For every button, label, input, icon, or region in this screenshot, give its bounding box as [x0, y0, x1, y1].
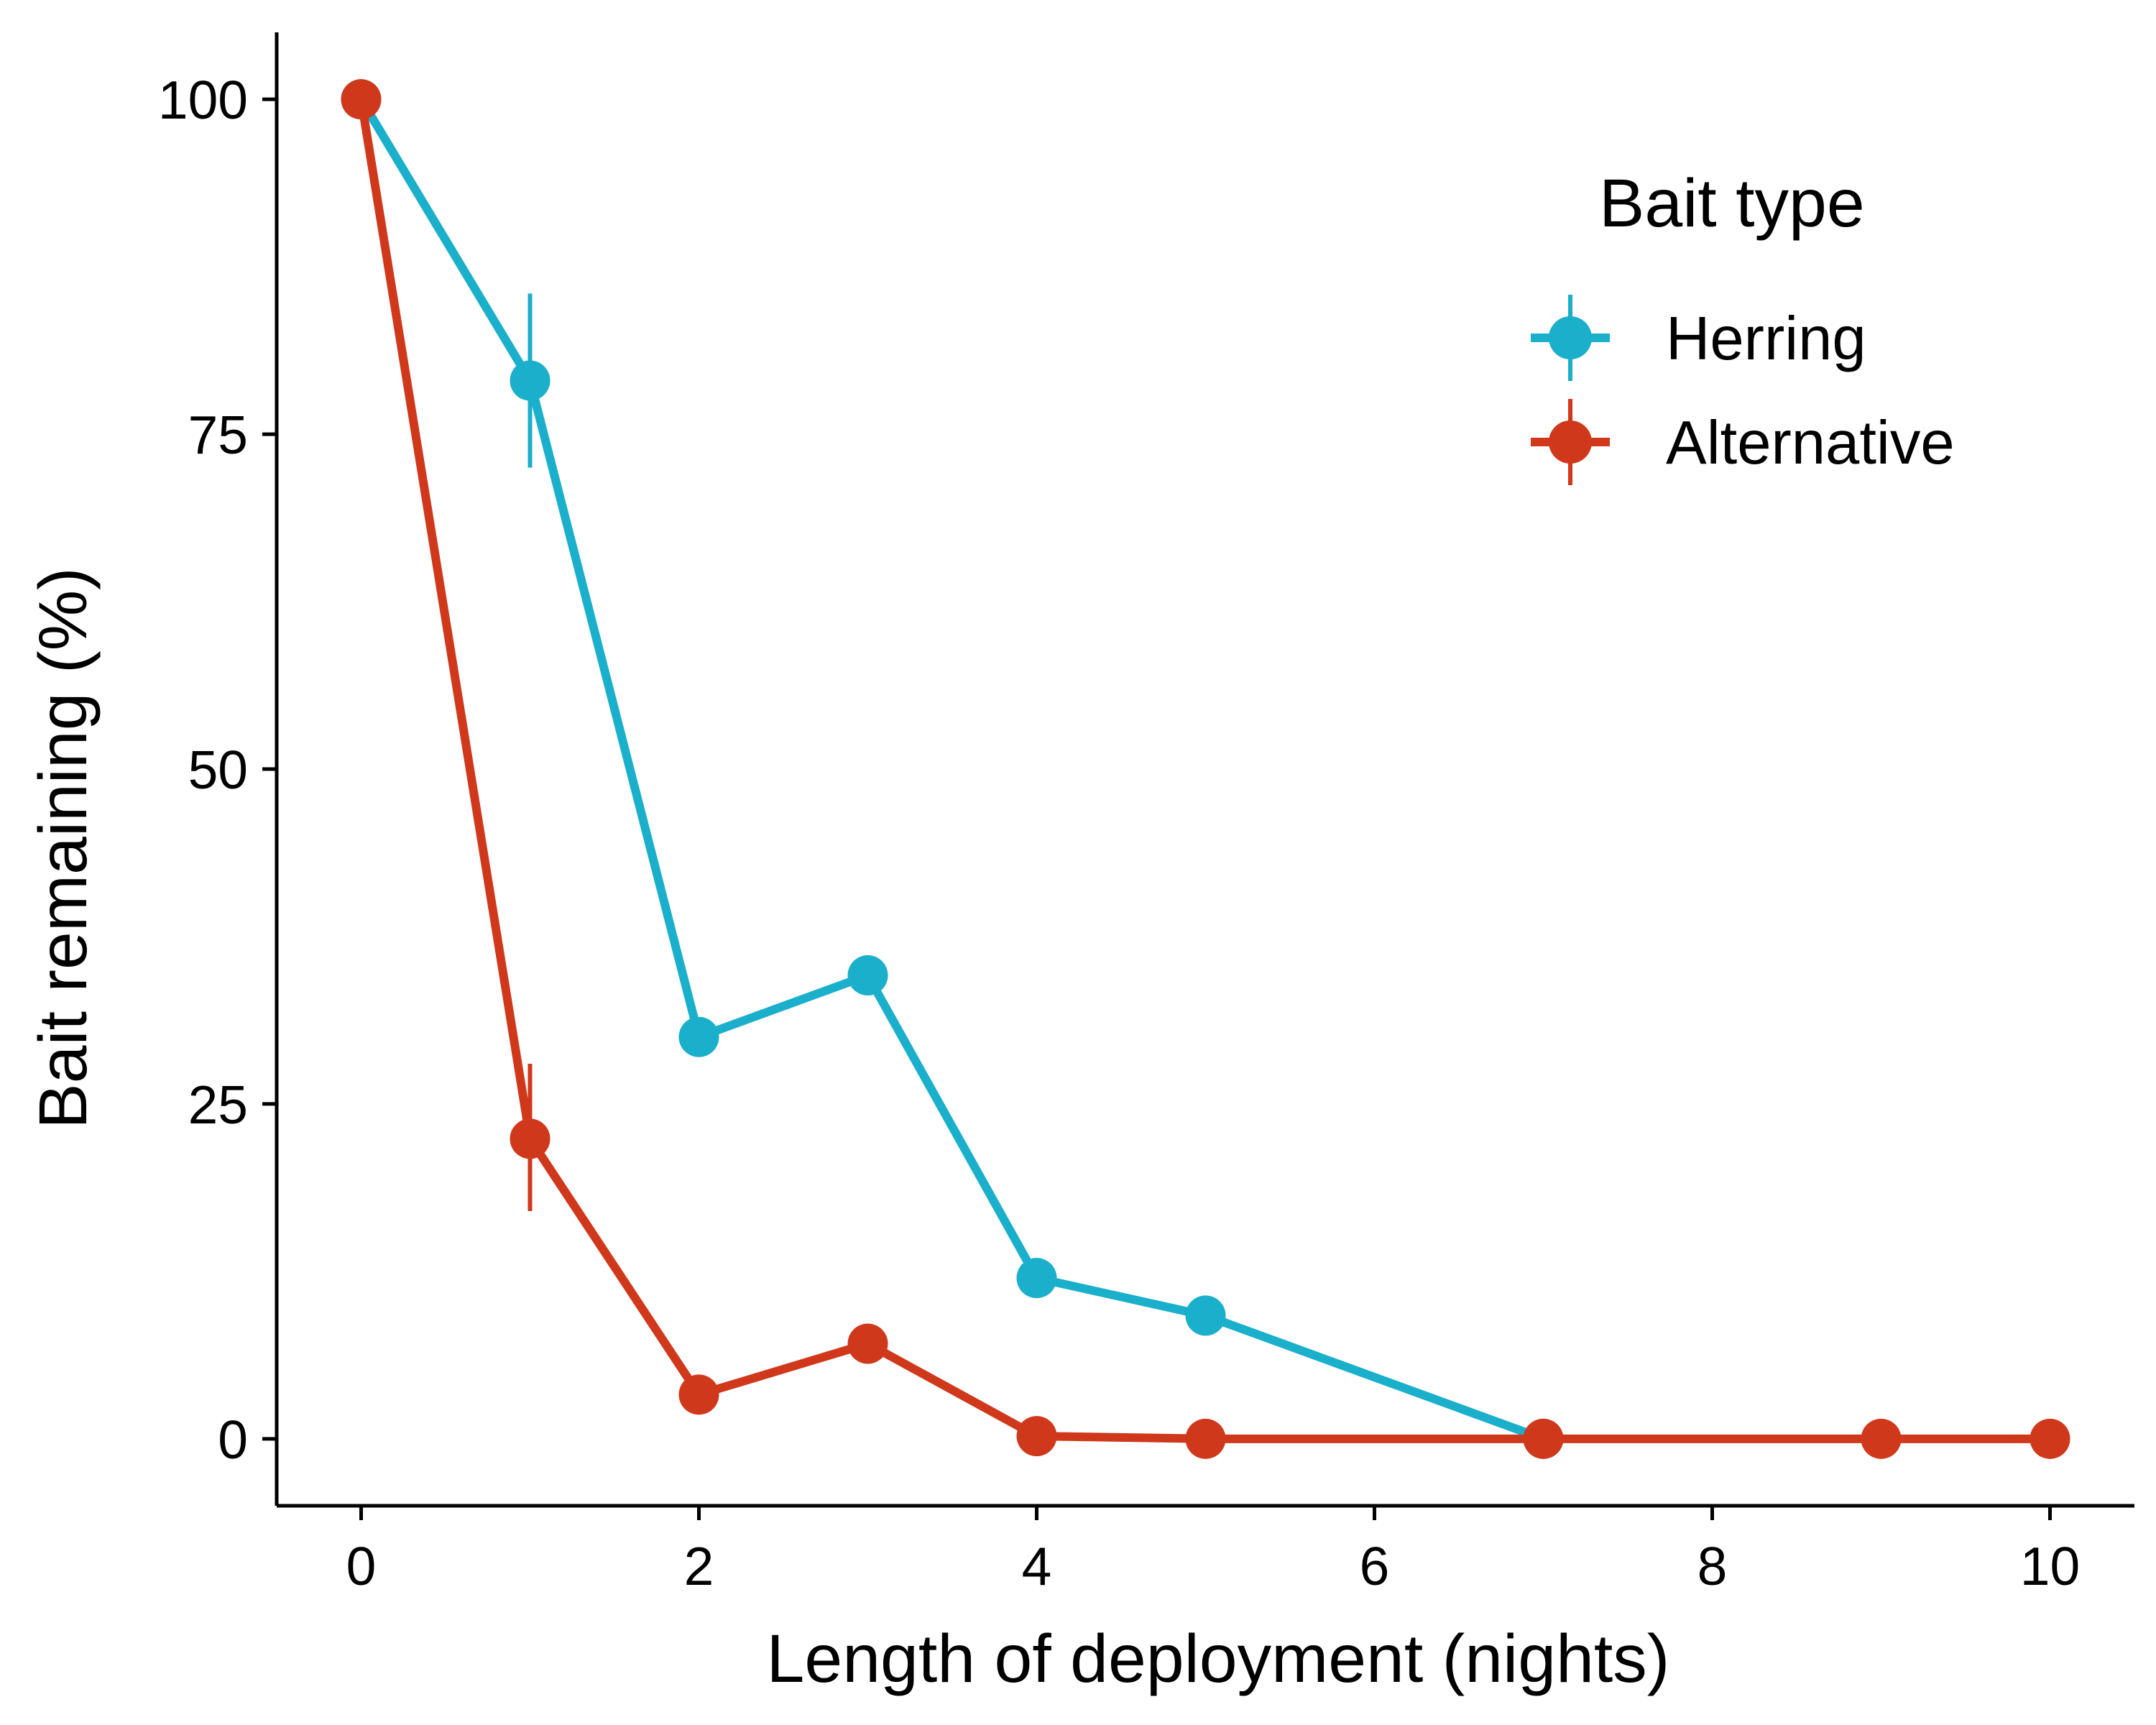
y-tick-label: 0: [218, 1409, 248, 1470]
y-tick-label: 75: [188, 405, 248, 465]
legend-label: Herring: [1666, 305, 1866, 373]
legend-title: Bait type: [1599, 165, 1865, 242]
data-point: [678, 1016, 719, 1057]
x-tick-label: 0: [346, 1536, 377, 1596]
series-herring: [341, 79, 1564, 1459]
data-point: [1016, 1258, 1057, 1299]
data-point: [1016, 1416, 1057, 1457]
legend-label: Alternative: [1666, 409, 1955, 477]
x-tick-label: 4: [1022, 1536, 1052, 1596]
series-layer: [341, 79, 2070, 1459]
y-tick-label: 100: [158, 70, 248, 130]
data-point: [341, 79, 382, 120]
y-tick-label: 50: [188, 740, 248, 800]
data-point: [1861, 1418, 1902, 1459]
legend-key-point: [1549, 420, 1592, 464]
data-point: [847, 1323, 888, 1364]
legend-key-point: [1549, 316, 1592, 359]
data-point: [1523, 1418, 1564, 1459]
data-point: [678, 1374, 719, 1415]
data-point: [847, 955, 888, 995]
y-axis-title: Bait remaining (%): [25, 567, 101, 1128]
x-tick-label: 2: [684, 1536, 714, 1596]
legend: Bait type Herring Alternative: [1531, 165, 1955, 485]
x-tick-label: 6: [1360, 1536, 1390, 1596]
x-axis-title: Length of deployment (nights): [767, 1621, 1670, 1697]
data-point: [1185, 1295, 1226, 1336]
data-point: [1185, 1418, 1226, 1459]
y-tick-label: 25: [188, 1075, 248, 1135]
data-point: [2030, 1418, 2070, 1459]
data-point: [510, 360, 550, 401]
series-line: [356, 98, 2050, 1443]
data-point: [510, 1118, 550, 1159]
x-tick-label: 10: [2020, 1536, 2080, 1596]
series-line: [357, 97, 1545, 1443]
x-tick-label: 8: [1697, 1536, 1728, 1596]
series-alternative: [341, 79, 2070, 1459]
